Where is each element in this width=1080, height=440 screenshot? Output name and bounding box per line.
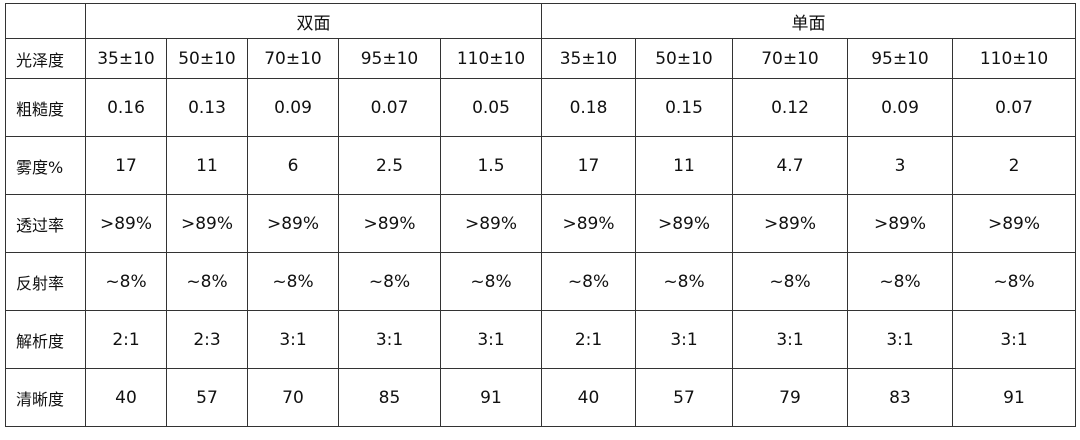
- value-cell: >89%: [440, 194, 542, 253]
- gloss-cell: 70±10: [732, 38, 848, 79]
- row-label: 透过率: [5, 194, 86, 253]
- row-label: 粗糙度: [5, 78, 86, 137]
- value-cell: 0.09: [247, 78, 339, 137]
- value-cell: 3:1: [247, 310, 339, 369]
- value-cell: 57: [166, 368, 248, 427]
- gloss-cell: 35±10: [541, 38, 636, 79]
- gloss-cell: 110±10: [440, 38, 542, 79]
- group-header-double-sided: 双面: [85, 3, 542, 39]
- value-cell: 0.07: [338, 78, 441, 137]
- value-cell: ~8%: [338, 252, 441, 311]
- value-cell: 79: [732, 368, 848, 427]
- value-cell: >89%: [166, 194, 248, 253]
- row-label: 清晰度: [5, 368, 86, 427]
- value-cell: 0.09: [847, 78, 953, 137]
- row-label: 解析度: [5, 310, 86, 369]
- gloss-cell: 70±10: [247, 38, 339, 79]
- value-cell: 3:1: [635, 310, 733, 369]
- value-cell: 3:1: [440, 310, 542, 369]
- value-cell: >89%: [952, 194, 1076, 253]
- value-cell: 6: [247, 136, 339, 195]
- corner-cell: [5, 3, 86, 39]
- gloss-cell: 50±10: [635, 38, 733, 79]
- value-cell: 0.05: [440, 78, 542, 137]
- value-cell: 2: [952, 136, 1076, 195]
- table-row: 反射率 ~8% ~8% ~8% ~8% ~8% ~8% ~8% ~8% ~8% ~8%: [5, 252, 1076, 311]
- value-cell: ~8%: [541, 252, 636, 311]
- table-row: 清晰度 40 57 70 85 91 40 57 79 83 91: [5, 368, 1076, 427]
- value-cell: ~8%: [847, 252, 953, 311]
- value-cell: 3:1: [732, 310, 848, 369]
- value-cell: ~8%: [166, 252, 248, 311]
- value-cell: ~8%: [247, 252, 339, 311]
- table-row: 粗糙度 0.16 0.13 0.09 0.07 0.05 0.18 0.15 0.12 0.09 0…: [5, 78, 1076, 137]
- value-cell: 0.16: [85, 78, 167, 137]
- value-cell: 91: [952, 368, 1076, 427]
- row-label: 反射率: [5, 252, 86, 311]
- value-cell: 17: [85, 136, 167, 195]
- value-cell: 40: [541, 368, 636, 427]
- table-row: 雾度% 17 11 6 2.5 1.5 17 11 4.7 3 2: [5, 136, 1076, 195]
- value-cell: 83: [847, 368, 953, 427]
- value-cell: >89%: [847, 194, 953, 253]
- value-cell: 3:1: [338, 310, 441, 369]
- gloss-cell: 110±10: [952, 38, 1076, 79]
- value-cell: 2:3: [166, 310, 248, 369]
- value-cell: 11: [635, 136, 733, 195]
- value-cell: >89%: [541, 194, 636, 253]
- value-cell: 3:1: [847, 310, 953, 369]
- value-cell: ~8%: [440, 252, 542, 311]
- group-header-row: 双面 单面: [5, 3, 1076, 39]
- gloss-cell: 50±10: [166, 38, 248, 79]
- value-cell: 2:1: [541, 310, 636, 369]
- row-label: 光泽度: [5, 38, 86, 79]
- gloss-cell: 95±10: [338, 38, 441, 79]
- value-cell: 0.15: [635, 78, 733, 137]
- value-cell: 57: [635, 368, 733, 427]
- gloss-cell: 35±10: [85, 38, 167, 79]
- value-cell: >89%: [247, 194, 339, 253]
- value-cell: 0.12: [732, 78, 848, 137]
- value-cell: 40: [85, 368, 167, 427]
- value-cell: ~8%: [732, 252, 848, 311]
- value-cell: >89%: [732, 194, 848, 253]
- value-cell: 1.5: [440, 136, 542, 195]
- gloss-cell: 95±10: [847, 38, 953, 79]
- table-body: 双面 单面 光泽度 35±10 50±10 70±10 95±10 110±10…: [5, 3, 1076, 427]
- value-cell: >89%: [85, 194, 167, 253]
- value-cell: >89%: [338, 194, 441, 253]
- value-cell: ~8%: [952, 252, 1076, 311]
- value-cell: ~8%: [635, 252, 733, 311]
- value-cell: 0.07: [952, 78, 1076, 137]
- table-row: 透过率 >89% >89% >89% >89% >89% >89% >89% >89% >89% >…: [5, 194, 1076, 253]
- value-cell: >89%: [635, 194, 733, 253]
- value-cell: 0.18: [541, 78, 636, 137]
- value-cell: 85: [338, 368, 441, 427]
- value-cell: 91: [440, 368, 542, 427]
- table-row: 解析度 2:1 2:3 3:1 3:1 3:1 2:1 3:1 3:1 3:1 3:1: [5, 310, 1076, 369]
- value-cell: 17: [541, 136, 636, 195]
- gloss-spec-table: 双面 单面 光泽度 35±10 50±10 70±10 95±10 110±10…: [5, 3, 1076, 427]
- value-cell: 70: [247, 368, 339, 427]
- value-cell: 11: [166, 136, 248, 195]
- value-cell: 2.5: [338, 136, 441, 195]
- value-cell: ~8%: [85, 252, 167, 311]
- group-header-single-sided: 单面: [541, 3, 1076, 39]
- row-label: 雾度%: [5, 136, 86, 195]
- value-cell: 0.13: [166, 78, 248, 137]
- value-cell: 2:1: [85, 310, 167, 369]
- value-cell: 3:1: [952, 310, 1076, 369]
- value-cell: 3: [847, 136, 953, 195]
- value-cell: 4.7: [732, 136, 848, 195]
- gloss-header-row: 光泽度 35±10 50±10 70±10 95±10 110±10 35±10…: [5, 38, 1076, 79]
